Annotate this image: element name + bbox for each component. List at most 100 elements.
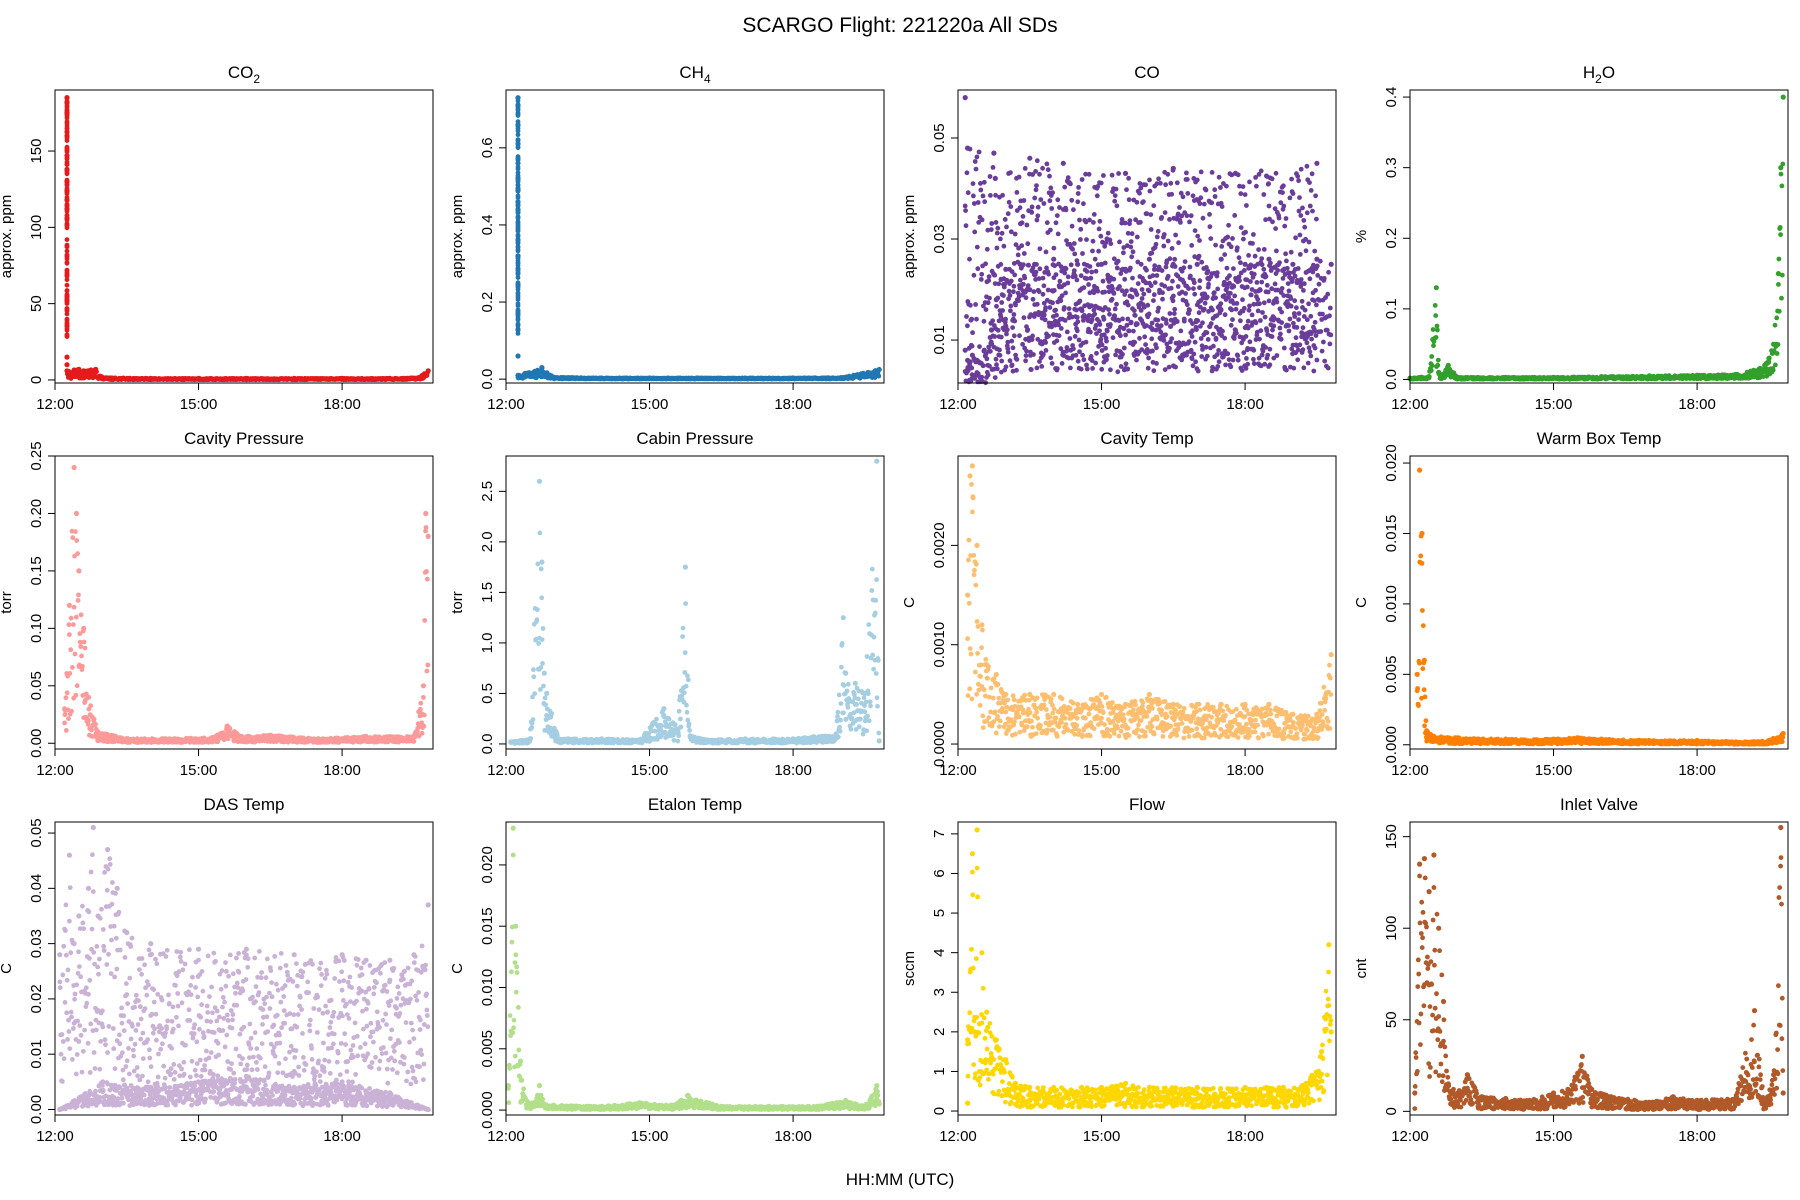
data-point [1111,276,1117,282]
data-point [989,221,995,226]
data-point [1208,321,1214,326]
data-point [1124,322,1130,328]
data-point [1172,256,1178,262]
data-point [1262,314,1268,320]
data-point [69,708,74,714]
data-point [1269,286,1275,292]
data-point [1230,317,1235,322]
data-point [1314,160,1320,166]
data-point [1071,207,1076,213]
data-point [1234,245,1240,251]
data-point [1291,349,1297,355]
data-point [1097,322,1103,327]
data-point [1235,172,1241,178]
data-point [1432,303,1438,308]
data-point [1775,342,1781,347]
data-point [1054,338,1060,344]
data-point [1273,226,1278,232]
data-point [1271,323,1277,329]
data-point [1259,256,1265,261]
data-point [979,374,985,380]
data-point [1273,170,1279,176]
data-point [1186,311,1191,316]
data-point [1101,173,1106,178]
data-point [1292,267,1298,272]
plot-frame [1409,89,1789,384]
data-point [1266,203,1272,209]
data-point [515,321,521,327]
data-point [1135,259,1141,265]
data-point [1009,362,1015,368]
panel-title: Cavity Pressure [184,429,304,448]
data-point [66,602,72,609]
data-point [1047,198,1053,204]
data-point [1321,276,1327,281]
data-points [962,95,1334,386]
data-point [1064,345,1070,350]
data-point [1306,239,1312,245]
data-point [70,665,75,670]
data-point [1205,337,1211,342]
data-point [1307,180,1312,186]
data-point [1156,176,1161,182]
data-point [425,533,431,540]
data-point [1202,300,1208,306]
data-point [1058,298,1064,304]
data-point [1079,306,1085,312]
data-point [1250,241,1255,246]
data-point [1084,276,1090,281]
data-point [515,241,521,246]
data-point [1170,298,1176,304]
data-point [1257,301,1262,307]
data-point [1327,341,1333,347]
data-point [1093,303,1098,309]
data-point [1167,217,1172,222]
data-point [78,644,84,649]
data-point [1142,334,1148,340]
data-point [515,309,521,315]
data-point [1092,311,1098,317]
data-point [1080,314,1086,320]
data-point [1064,329,1070,335]
data-point [1327,313,1332,319]
data-point [1077,288,1083,293]
data-point [1181,265,1187,271]
data-point [1215,286,1221,292]
data-point [1246,307,1252,313]
data-point [981,179,987,185]
data-point [89,727,94,733]
data-point [1269,334,1275,339]
data-point [1311,262,1316,268]
y-tick-label: 0.2 [479,292,496,313]
data-point [968,302,973,308]
data-point [1027,336,1033,342]
data-point [1112,193,1118,199]
data-point [1057,278,1063,284]
data-point [1104,353,1110,358]
data-point [1183,291,1188,296]
data-point [1314,357,1320,363]
data-point [1053,220,1059,226]
data-point [1167,311,1173,316]
data-point [1148,212,1154,218]
data-point [1089,269,1095,275]
data-point [1198,169,1204,175]
data-point [420,683,426,689]
data-point [1169,191,1175,197]
data-point [1130,275,1135,281]
data-point [1068,262,1074,268]
data-point [1231,266,1236,271]
data-point [1028,367,1034,372]
data-point [1307,276,1313,282]
data-point [1282,223,1288,229]
data-point [1435,362,1441,368]
data-point [1219,204,1225,210]
data-point [1075,319,1081,325]
data-point [1090,248,1095,254]
data-point [1311,298,1317,303]
data-point [1125,302,1131,308]
data-point [1174,272,1179,278]
data-point [515,303,521,309]
data-point [1285,270,1291,276]
data-point [94,369,99,375]
